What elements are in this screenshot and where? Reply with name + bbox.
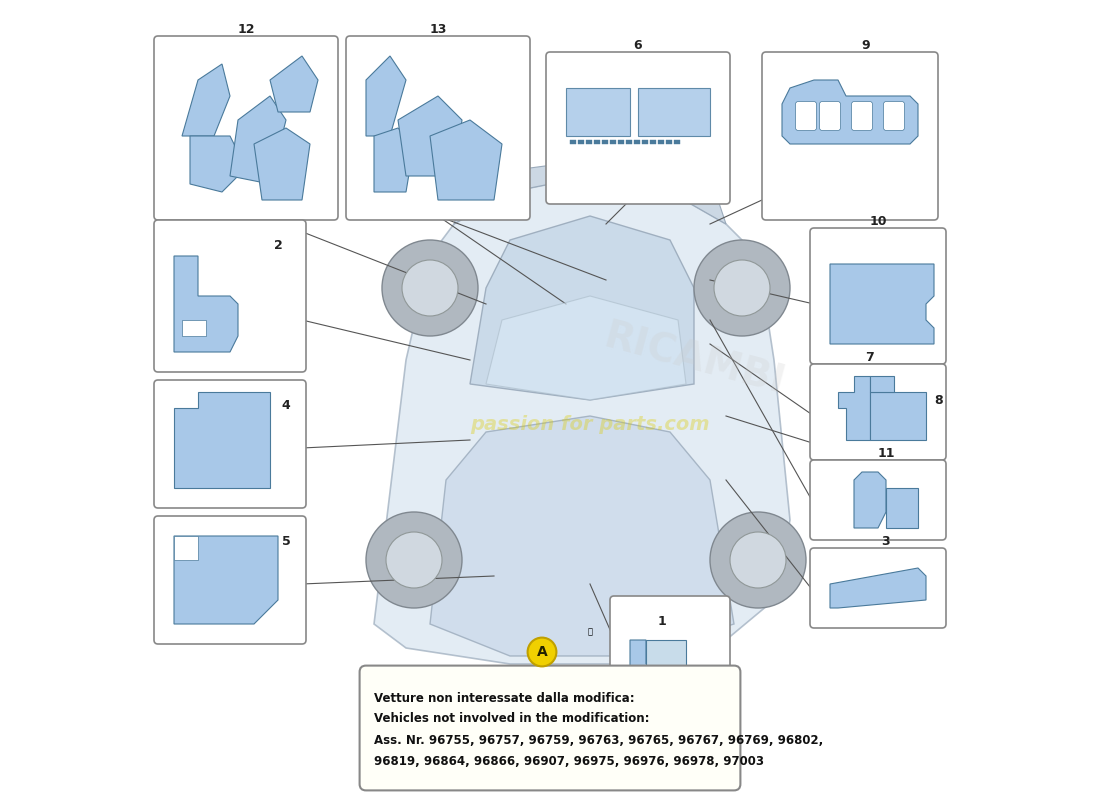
Circle shape	[402, 260, 458, 316]
FancyBboxPatch shape	[883, 102, 904, 130]
Polygon shape	[182, 320, 206, 336]
Polygon shape	[430, 120, 502, 200]
Text: passion for parts.com: passion for parts.com	[470, 414, 710, 434]
Text: 8: 8	[934, 394, 943, 406]
FancyBboxPatch shape	[810, 364, 946, 460]
Text: 4: 4	[282, 399, 290, 412]
Polygon shape	[838, 376, 870, 440]
FancyBboxPatch shape	[602, 140, 608, 144]
Text: 3: 3	[882, 535, 890, 548]
Text: 5: 5	[282, 535, 290, 548]
Polygon shape	[630, 640, 670, 696]
Polygon shape	[454, 160, 726, 224]
Text: 11: 11	[878, 447, 894, 460]
Polygon shape	[374, 128, 414, 192]
Polygon shape	[174, 536, 198, 560]
FancyBboxPatch shape	[810, 548, 946, 628]
Polygon shape	[254, 128, 310, 200]
Polygon shape	[830, 264, 934, 344]
FancyBboxPatch shape	[666, 140, 672, 144]
FancyBboxPatch shape	[851, 102, 872, 130]
Polygon shape	[366, 56, 406, 136]
Text: 10: 10	[869, 215, 887, 228]
Circle shape	[730, 532, 786, 588]
Text: Ass. Nr. 96755, 96757, 96759, 96763, 96765, 96767, 96769, 96802,: Ass. Nr. 96755, 96757, 96759, 96763, 967…	[374, 734, 823, 746]
Circle shape	[386, 532, 442, 588]
FancyBboxPatch shape	[810, 460, 946, 540]
Circle shape	[528, 638, 557, 666]
FancyBboxPatch shape	[626, 140, 632, 144]
FancyBboxPatch shape	[360, 666, 740, 790]
Polygon shape	[174, 392, 270, 488]
FancyBboxPatch shape	[638, 88, 710, 136]
FancyBboxPatch shape	[762, 52, 938, 220]
Polygon shape	[646, 640, 686, 672]
Circle shape	[382, 240, 478, 336]
Polygon shape	[830, 568, 926, 608]
Polygon shape	[870, 376, 894, 392]
FancyBboxPatch shape	[650, 140, 657, 144]
FancyBboxPatch shape	[674, 140, 681, 144]
Text: 2: 2	[274, 239, 283, 252]
Polygon shape	[486, 296, 686, 400]
Text: 9: 9	[861, 39, 870, 52]
FancyBboxPatch shape	[546, 52, 730, 204]
Polygon shape	[870, 392, 926, 440]
Text: 7: 7	[866, 351, 874, 364]
Text: Vehicles not involved in the modification:: Vehicles not involved in the modificatio…	[374, 712, 649, 725]
Text: 6: 6	[634, 39, 642, 52]
Text: Vetture non interessate dalla modifica:: Vetture non interessate dalla modifica:	[374, 692, 635, 705]
FancyBboxPatch shape	[570, 140, 576, 144]
Polygon shape	[430, 416, 734, 656]
FancyBboxPatch shape	[618, 140, 625, 144]
Polygon shape	[782, 80, 918, 144]
Text: A: A	[537, 645, 548, 659]
FancyBboxPatch shape	[346, 36, 530, 220]
Polygon shape	[470, 216, 694, 400]
FancyBboxPatch shape	[795, 102, 816, 130]
Polygon shape	[174, 256, 238, 352]
FancyBboxPatch shape	[642, 140, 648, 144]
FancyBboxPatch shape	[154, 380, 306, 508]
FancyBboxPatch shape	[154, 516, 306, 644]
Text: 13: 13	[429, 23, 447, 36]
FancyBboxPatch shape	[820, 102, 840, 130]
Text: 1: 1	[658, 615, 667, 628]
Text: 🔴: 🔴	[587, 627, 593, 637]
FancyBboxPatch shape	[634, 140, 640, 144]
FancyBboxPatch shape	[586, 140, 593, 144]
Circle shape	[366, 512, 462, 608]
FancyBboxPatch shape	[566, 88, 630, 136]
FancyBboxPatch shape	[154, 36, 338, 220]
FancyBboxPatch shape	[610, 140, 616, 144]
Text: RICAMBI: RICAMBI	[600, 318, 789, 402]
FancyBboxPatch shape	[578, 140, 584, 144]
FancyBboxPatch shape	[810, 228, 946, 364]
Text: 12: 12	[238, 23, 255, 36]
FancyBboxPatch shape	[658, 140, 664, 144]
Polygon shape	[854, 472, 886, 528]
Circle shape	[710, 512, 806, 608]
Polygon shape	[374, 176, 790, 664]
Polygon shape	[182, 64, 230, 136]
Circle shape	[694, 240, 790, 336]
Polygon shape	[230, 96, 286, 184]
Polygon shape	[190, 136, 246, 192]
Polygon shape	[174, 536, 278, 624]
FancyBboxPatch shape	[610, 596, 730, 716]
Polygon shape	[886, 488, 918, 528]
Polygon shape	[398, 96, 462, 176]
Text: 96819, 96864, 96866, 96907, 96975, 96976, 96978, 97003: 96819, 96864, 96866, 96907, 96975, 96976…	[374, 755, 764, 768]
FancyBboxPatch shape	[594, 140, 601, 144]
Polygon shape	[270, 56, 318, 112]
FancyBboxPatch shape	[154, 220, 306, 372]
Circle shape	[714, 260, 770, 316]
